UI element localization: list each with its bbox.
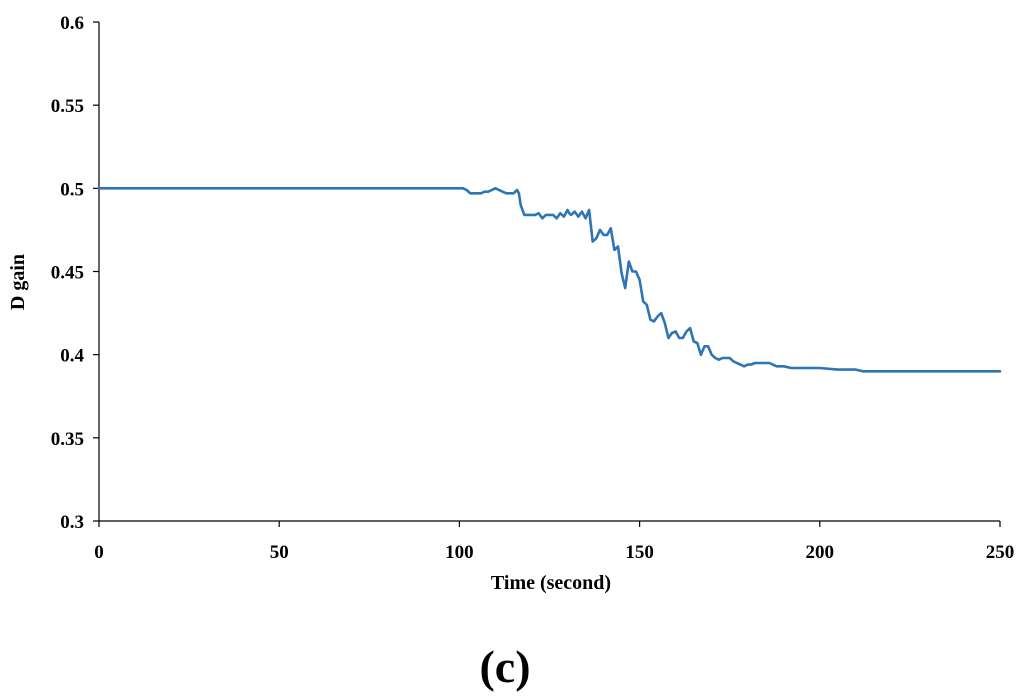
- x-tick-label: 0: [94, 542, 104, 563]
- y-tick-label: 0.55: [51, 96, 84, 117]
- x-tick-label: 250: [986, 542, 1015, 563]
- y-tick-labels: 0.3 0.35 0.4 0.45 0.5 0.55 0.6: [51, 13, 85, 533]
- series-line-0: [97, 187, 1002, 373]
- x-tick-label: 100: [445, 542, 474, 563]
- axis-ticks: [93, 21, 1001, 527]
- x-tick-labels: 0 50 100 150 200 250: [94, 542, 1014, 563]
- y-tick-label: 0.3: [60, 512, 84, 533]
- y-tick-label: 0.5: [60, 179, 84, 200]
- y-tick-label: 0.6: [60, 13, 84, 34]
- x-tick-label: 50: [270, 542, 289, 563]
- x-tick-label: 200: [806, 542, 835, 563]
- series-layer: [97, 187, 1002, 373]
- x-axis-title: Time (second): [491, 572, 611, 594]
- y-tick-label: 0.4: [60, 346, 84, 367]
- panel-label: (c): [479, 641, 530, 692]
- x-tick-label: 150: [625, 542, 654, 563]
- y-tick-label: 0.35: [51, 429, 84, 450]
- y-tick-label: 0.45: [51, 263, 84, 284]
- y-axis-title: D gain: [7, 254, 29, 310]
